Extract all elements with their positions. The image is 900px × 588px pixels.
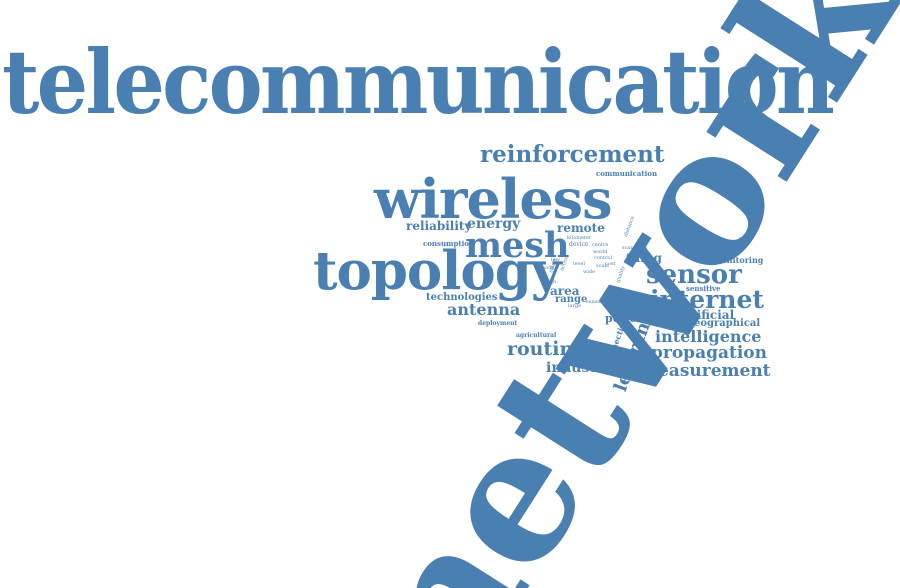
word-industries: industries: [546, 360, 626, 376]
word-large: large: [568, 303, 582, 309]
word-thing: thing: [626, 251, 662, 265]
word-technologies: technologies: [426, 292, 498, 303]
word-centre: centre: [592, 242, 609, 248]
word-intelligence: intelligence: [655, 327, 762, 346]
word-remote: remote: [557, 221, 605, 235]
word-sensor: sensor: [646, 260, 742, 290]
word-wireless: wireless: [374, 167, 612, 231]
word-control: control: [594, 255, 613, 261]
word-communication: communication: [596, 169, 658, 178]
word-wide: wide: [583, 269, 596, 275]
word-sensitive: sensitive: [686, 284, 721, 293]
word-area: area: [550, 284, 580, 298]
word-routing: routing: [507, 338, 587, 360]
word-monitoring: monitoring: [713, 255, 764, 265]
word-sensing: sensing: [586, 299, 606, 305]
word-scale: scale: [596, 263, 609, 269]
word-node: node: [542, 265, 555, 271]
word-energy: energy: [467, 216, 521, 232]
word-device: device: [569, 241, 589, 248]
word-telecommunication: telecommunication: [2, 30, 835, 134]
word-geographical: geographical: [687, 318, 761, 329]
word-propagation: propagation: [651, 343, 767, 363]
word-power: power: [605, 312, 643, 325]
word-consumption: consumption: [423, 239, 475, 248]
word-internet: internet: [650, 285, 764, 314]
word-range: range: [555, 294, 588, 305]
word-low: low: [551, 257, 560, 263]
word-topology: topology: [313, 240, 562, 302]
word-mesh: mesh: [465, 225, 570, 266]
word-cost: cost: [605, 261, 616, 267]
word-agricultural: agricultural: [516, 332, 557, 339]
word-reliability: reliability: [406, 219, 472, 233]
word-kilometer: kilometer: [567, 235, 592, 241]
word-reinforcement: reinforcement: [480, 141, 665, 168]
word-deployment: deployment: [478, 320, 518, 327]
word-measurement: measurement: [640, 361, 771, 381]
word-scalability: scalability: [622, 245, 648, 251]
word-artificial: artificial: [677, 308, 735, 322]
word-antenna: antenna: [447, 300, 521, 319]
word-level: level: [573, 261, 585, 267]
word-high: high: [545, 279, 557, 285]
word-world: world: [593, 249, 608, 255]
